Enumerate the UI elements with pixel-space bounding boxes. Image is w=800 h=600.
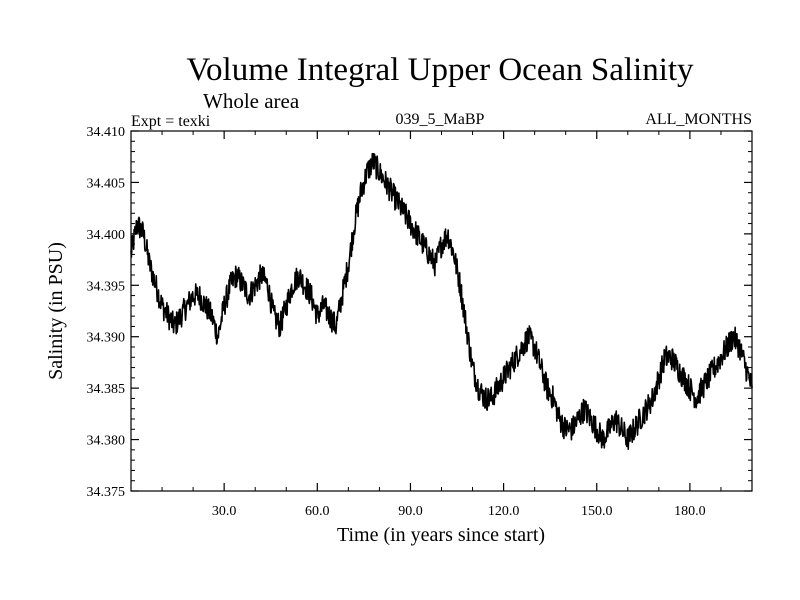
x-tick-label: 30.0 <box>212 504 237 519</box>
y-tick-label: 34.400 <box>87 228 126 243</box>
header-right-label: ALL_MONTHS <box>645 111 752 128</box>
x-tick-label: 60.0 <box>305 504 330 519</box>
chart-subtitle: Whole area <box>203 89 300 113</box>
y-tick-label: 34.410 <box>87 125 126 140</box>
header-left-label: Expt = texki <box>131 113 211 130</box>
y-tick-label: 34.390 <box>87 331 126 346</box>
y-tick-label: 34.395 <box>87 279 126 294</box>
y-tick-label: 34.405 <box>87 176 126 191</box>
x-axis: 30.0 60.0 90.0 120.0 150.0 180.0 <box>161 131 722 519</box>
x-tick-label: 90.0 <box>398 504 423 519</box>
plot-area <box>130 130 753 492</box>
y-axis-label: Salinity (in PSU) <box>45 242 67 380</box>
y-axis: 34.375 34.380 34.385 34.390 34.395 34.400 34.4… <box>87 125 752 500</box>
y-tick-label: 34.380 <box>87 434 126 449</box>
y-tick-label: 34.385 <box>87 382 126 397</box>
x-tick-label: 150.0 <box>581 504 613 519</box>
x-axis-label: Time (in years since start) <box>337 524 545 546</box>
x-tick-label: 120.0 <box>488 504 520 519</box>
y-tick-label: 34.375 <box>87 485 126 500</box>
header-center-label: 039_5_MaBP <box>396 111 485 128</box>
salinity-series-line <box>130 152 753 451</box>
x-tick-label: 180.0 <box>674 504 706 519</box>
chart-title: Volume Integral Upper Ocean Salinity <box>186 52 694 88</box>
